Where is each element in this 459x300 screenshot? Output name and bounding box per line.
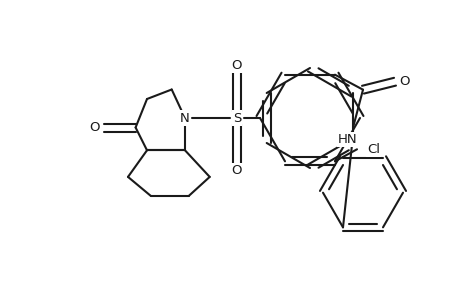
Text: O: O — [231, 164, 242, 178]
Text: N: N — [180, 112, 190, 124]
Text: HN: HN — [337, 133, 357, 146]
Text: S: S — [232, 112, 241, 124]
Text: O: O — [399, 75, 409, 88]
Text: Cl: Cl — [366, 143, 379, 156]
Text: O: O — [231, 58, 242, 71]
Text: O: O — [89, 121, 100, 134]
